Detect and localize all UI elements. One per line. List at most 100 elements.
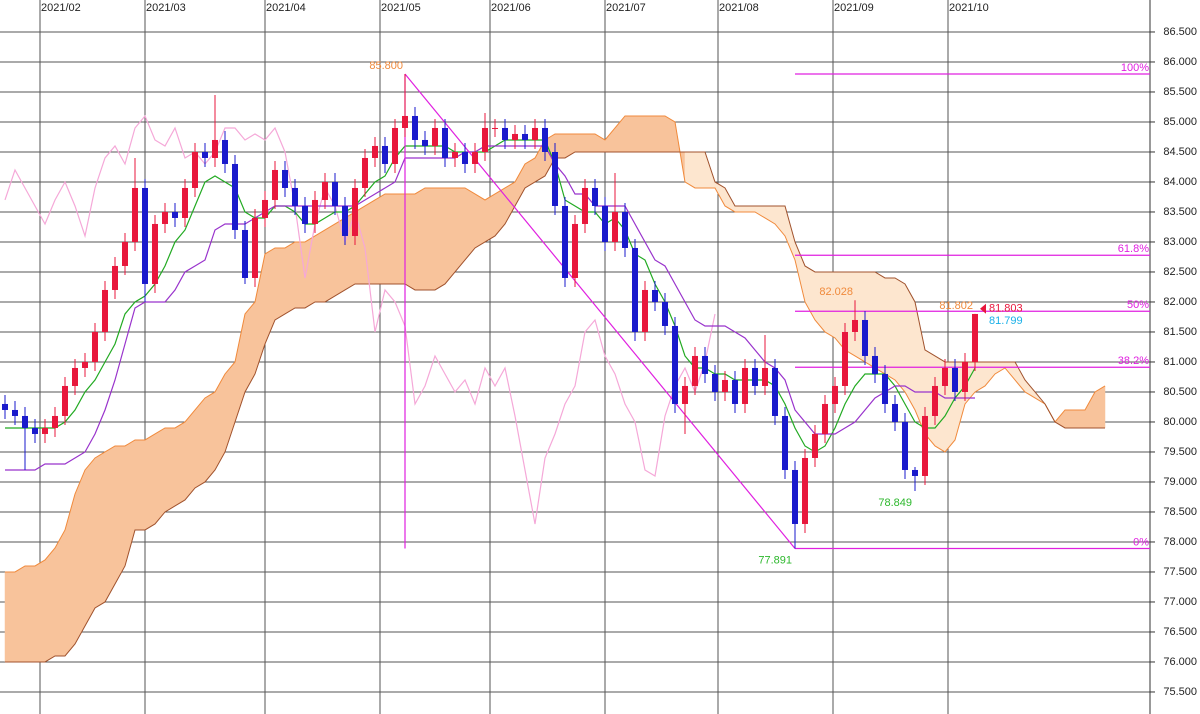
candle-body <box>722 379 728 392</box>
cloud-fill <box>314 229 326 303</box>
candle-body <box>552 151 558 206</box>
candle-body <box>512 133 518 140</box>
candle-body <box>592 187 598 206</box>
candle-body <box>92 331 98 362</box>
candle-body <box>332 181 338 206</box>
candle-body <box>882 373 888 404</box>
y-tick-label: 84.000 <box>1163 176 1197 188</box>
y-tick-label: 78.000 <box>1163 536 1197 548</box>
annotation: 77.891 <box>758 554 792 566</box>
cloud-fill <box>134 439 146 531</box>
cloud-fill <box>444 187 456 285</box>
candle-body <box>72 367 78 386</box>
x-tick-label: 2021/09 <box>834 2 874 14</box>
candle-body <box>852 319 858 332</box>
candle-body <box>672 325 678 404</box>
y-tick-label: 77.500 <box>1163 566 1197 578</box>
candle-body <box>682 385 688 404</box>
candle-body <box>612 211 618 242</box>
cloud-fill <box>1074 409 1086 429</box>
candle-body <box>82 361 88 368</box>
candle-body <box>832 385 838 404</box>
y-tick-label: 80.000 <box>1163 416 1197 428</box>
candle-body <box>282 169 288 188</box>
candle-body <box>452 151 458 158</box>
cloud-fill <box>184 409 196 501</box>
cloud-fill <box>44 547 56 663</box>
annotation: 85.800 <box>369 60 403 72</box>
candle-body <box>242 229 248 278</box>
candle-body <box>372 145 378 158</box>
candle-body <box>942 367 948 386</box>
y-tick-label: 83.500 <box>1163 206 1197 218</box>
cloud-fill <box>894 277 906 393</box>
candle-body <box>632 247 638 332</box>
cloud-fill <box>1064 409 1076 429</box>
candle-body <box>752 367 758 386</box>
cloud-fill <box>24 565 36 663</box>
candle-body <box>102 289 108 332</box>
y-tick-label: 81.500 <box>1163 326 1197 338</box>
candle-body <box>732 379 738 404</box>
candle-body <box>812 433 818 458</box>
annotation: 82.028 <box>819 286 853 298</box>
candle-body <box>692 355 698 386</box>
cloud-fill <box>624 115 636 153</box>
candle-body <box>862 319 868 356</box>
candle-body <box>792 469 798 524</box>
candle-body <box>382 145 388 164</box>
candle-body <box>702 355 708 374</box>
cloud-fill <box>94 451 106 609</box>
candle-body <box>232 163 238 230</box>
cloud-fill <box>424 187 436 291</box>
cloud-fill <box>284 241 296 315</box>
x-tick-label: 2021/10 <box>949 2 989 14</box>
y-tick-label: 83.000 <box>1163 236 1197 248</box>
candle-body <box>122 241 128 266</box>
candle-body <box>412 115 418 140</box>
cloud-fill <box>654 115 666 153</box>
cloud-fill <box>364 199 376 285</box>
y-tick-label: 79.500 <box>1163 446 1197 458</box>
y-tick-label: 86.000 <box>1163 56 1197 68</box>
candle-body <box>872 355 878 374</box>
candle-body <box>462 151 468 164</box>
fib-label: 100% <box>1121 62 1149 74</box>
cloud-fill <box>644 115 656 153</box>
candle-body <box>772 367 778 416</box>
x-tick-label: 2021/05 <box>381 2 421 14</box>
candle-body <box>392 127 398 164</box>
x-tick-label: 2021/07 <box>606 2 646 14</box>
cloud-fill <box>694 151 706 189</box>
candle-body <box>972 313 978 362</box>
x-tick-label: 2021/06 <box>491 2 531 14</box>
fib-label: 50% <box>1127 299 1149 311</box>
candle-body <box>222 139 228 164</box>
y-tick-label: 85.500 <box>1163 86 1197 98</box>
candle-body <box>262 199 268 218</box>
cloud-fill <box>404 193 416 291</box>
candle-body <box>902 421 908 470</box>
y-tick-label: 76.000 <box>1163 656 1197 668</box>
cloud-fill <box>584 133 596 153</box>
cloud-fill <box>274 247 286 321</box>
candle-body <box>302 205 308 224</box>
candle-body <box>532 127 538 140</box>
candle-body <box>432 127 438 146</box>
candle-body <box>192 151 198 188</box>
candle-body <box>212 139 218 158</box>
cloud-fill <box>84 457 96 627</box>
y-tick-label: 81.000 <box>1163 356 1197 368</box>
cloud-fill <box>114 445 126 585</box>
y-tick-label: 75.500 <box>1163 686 1197 698</box>
cloud-fill <box>414 187 426 291</box>
y-tick-label: 76.500 <box>1163 626 1197 638</box>
cloud-fill <box>14 565 26 663</box>
candle-body <box>522 133 528 140</box>
candle-body <box>622 211 628 248</box>
candle-body <box>292 187 298 206</box>
candle-body <box>472 151 478 164</box>
cloud-fill <box>154 427 166 525</box>
trend-line <box>404 73 796 549</box>
